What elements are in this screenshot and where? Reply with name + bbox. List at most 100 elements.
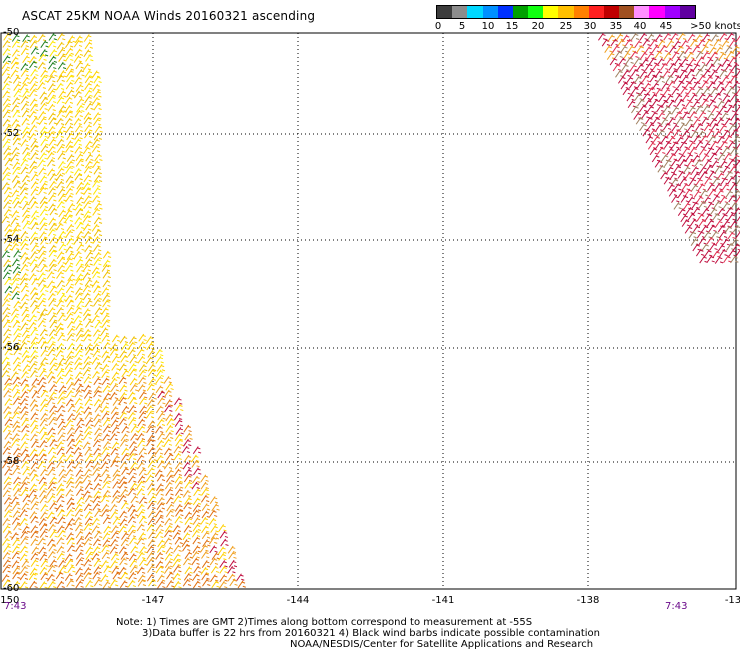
legend-label: 10: [481, 21, 495, 32]
wind-barb: [93, 174, 103, 183]
wind-barb: [75, 287, 84, 295]
wind-barb: [119, 411, 128, 420]
wind-barb: [46, 397, 56, 405]
wind-barb: [136, 503, 146, 512]
wind-barb: [47, 494, 57, 503]
wind-barb: [31, 305, 40, 314]
wind-barb: [148, 392, 157, 401]
wind-barb: [28, 110, 38, 119]
wind-barb: [20, 62, 29, 71]
wind-barb: [102, 293, 111, 302]
wind-barb: [93, 244, 102, 252]
wind-barb: [109, 348, 119, 356]
wind-barb: [120, 552, 129, 560]
wind-barb: [55, 236, 64, 244]
legend-label: 5: [458, 21, 466, 32]
wind-barb: [65, 47, 74, 56]
wind-barb: [11, 285, 21, 294]
wind-barb: [40, 284, 49, 293]
wind-barb: [64, 369, 74, 377]
wind-barb: [93, 413, 102, 422]
wind-barb: [82, 264, 91, 272]
wind-barb: [174, 475, 183, 484]
wind-barb: [75, 343, 84, 352]
wind-barb: [651, 154, 661, 163]
wind-barb: [119, 481, 128, 489]
wind-barb: [66, 180, 75, 189]
wind-barb: [668, 62, 677, 71]
wind-barb: [91, 70, 101, 79]
wind-barb: [184, 497, 193, 505]
wind-barb: [46, 461, 56, 470]
wind-barb: [645, 116, 654, 125]
wind-barb: [83, 522, 93, 531]
wind-barb: [656, 104, 665, 113]
wind-barb: [66, 237, 75, 246]
wind-barb: [164, 529, 173, 538]
wind-barb: [101, 377, 111, 386]
wind-barb: [30, 336, 40, 345]
wind-barb: [118, 363, 128, 372]
wind-barb: [48, 543, 57, 552]
wind-barb: [11, 189, 20, 198]
wind-barb: [40, 504, 49, 512]
wind-barb: [74, 277, 83, 286]
wind-barb: [21, 126, 31, 135]
wind-barb: [40, 340, 49, 349]
wind-barb: [85, 160, 94, 169]
wind-barb: [19, 397, 29, 406]
wind-barb: [55, 376, 64, 385]
longitude-label: -13: [724, 595, 740, 606]
wind-barb: [48, 187, 57, 196]
wind-barb: [92, 546, 102, 554]
wind-barb: [66, 160, 75, 169]
wind-barb: [39, 308, 49, 316]
wind-barb: [102, 489, 112, 498]
wind-barb: [19, 195, 29, 204]
wind-barb: [111, 426, 120, 434]
wind-barb: [138, 376, 147, 385]
wind-barb: [183, 501, 192, 510]
wind-barb: [56, 580, 65, 589]
wind-barb: [57, 529, 67, 538]
wind-barb: [49, 405, 58, 413]
wind-barb: [55, 222, 65, 231]
wind-barb: [2, 90, 11, 99]
wind-barb: [30, 251, 39, 259]
wind-barb: [47, 375, 57, 384]
wind-barb: [47, 427, 56, 436]
wind-barb: [11, 242, 20, 251]
wind-barb: [12, 580, 21, 589]
wind-barb: [3, 482, 12, 490]
wind-barb: [698, 200, 708, 209]
wind-barb: [685, 153, 694, 162]
wind-barb: [39, 49, 49, 57]
wind-barb: [121, 342, 130, 351]
wind-barb: [3, 476, 13, 485]
wind-barb: [57, 427, 66, 435]
wind-barb: [4, 377, 13, 386]
wind-barb: [19, 572, 29, 581]
wind-barb: [73, 117, 82, 126]
wind-barb: [75, 371, 84, 380]
wind-barb: [698, 147, 708, 156]
wind-barb: [657, 146, 666, 155]
wind-barb: [101, 334, 110, 342]
wind-barb: [29, 567, 39, 576]
wind-barb: [30, 151, 39, 160]
wind-barb: [156, 363, 166, 372]
wind-barb: [121, 405, 130, 414]
wind-barb: [715, 63, 725, 72]
wind-barb: [56, 180, 65, 189]
wind-barb: [20, 158, 29, 167]
wind-barb: [39, 553, 48, 561]
wind-barb: [94, 530, 103, 539]
wind-barb: [30, 403, 39, 412]
wind-barb: [84, 130, 93, 139]
wind-barb: [642, 92, 651, 101]
wind-barb: [696, 56, 706, 65]
wind-barb: [39, 182, 49, 191]
latitude-label: -56: [3, 342, 20, 353]
wind-barb: [20, 284, 30, 293]
wind-barb: [22, 209, 31, 217]
